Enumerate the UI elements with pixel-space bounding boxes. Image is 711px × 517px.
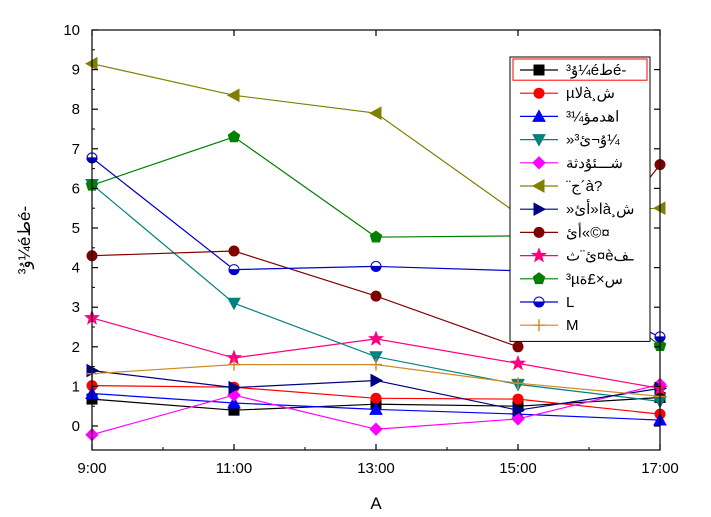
data-point (369, 351, 383, 364)
data-point (533, 319, 545, 332)
data-point (509, 355, 527, 371)
y-tick-label: 6 (72, 180, 80, 197)
y-tick-label: 7 (72, 141, 80, 158)
legend-item: »ۇ¬ئ³¼ (520, 132, 620, 149)
y-axis: 0 1 2 3 4 5 6 7 8 9 10 (63, 22, 660, 435)
data-point (369, 402, 383, 415)
legend-item: أئ«©¤ (520, 222, 610, 241)
data-point (228, 358, 240, 371)
legend-label: µلاà¸ش (566, 85, 615, 102)
data-point (228, 380, 242, 395)
data-point (512, 403, 526, 418)
data-point (370, 392, 382, 404)
legend-label: شـــئۇدثة (566, 155, 623, 172)
legend-label: أئ«©¤ (566, 222, 610, 241)
data-point (367, 330, 385, 346)
legend-label: ³µس×£ة (566, 271, 623, 288)
data-point (532, 109, 546, 122)
legend-item: M (520, 317, 579, 334)
y-tick-label: 5 (72, 220, 80, 237)
legend-item: ¨ج´à? (520, 178, 602, 195)
legend-label: ۇ³¼éطé- (566, 62, 626, 79)
data-point (531, 179, 545, 193)
legend-label: ³¼اهدمؤ (566, 108, 619, 125)
legend-item: ³¼اهدمؤ (520, 108, 619, 125)
data-point (370, 373, 384, 388)
y-tick-label: 3 (72, 299, 80, 316)
legend-label: L (566, 294, 574, 311)
y-axis-title: ۇ³¼éطé- (15, 206, 35, 274)
x-tick-label: 17:00 (641, 460, 679, 477)
y-tick-label: 1 (72, 378, 80, 395)
data-point (370, 290, 382, 302)
data-point-fill (228, 269, 240, 276)
data-point (512, 341, 524, 353)
data-point (530, 247, 548, 263)
legend-item: ئ¨ث¤èـف (520, 247, 634, 265)
data-point (511, 412, 525, 426)
data-point-fill (533, 301, 545, 308)
data-point (228, 245, 240, 257)
y-tick-label: 9 (72, 62, 80, 79)
data-point (512, 377, 524, 390)
data-point (227, 130, 241, 143)
data-point (533, 226, 545, 238)
legend-item: µلاà¸ش (520, 85, 615, 102)
y-tick-label: 4 (72, 260, 80, 277)
data-point (533, 87, 545, 99)
legend-label: ئ¨ث¤èـف (566, 248, 634, 265)
data-point (533, 64, 545, 76)
data-point (370, 358, 382, 371)
legend-item: شـــئۇدثة (520, 155, 623, 172)
data-point (226, 88, 240, 103)
legend: ۇ³¼éطé-µلاà¸ش ³¼اهدمؤ »ۇ¬ئ³¼ شـــئۇدثة ¨ج´à?… (509, 56, 651, 342)
x-tick-label: 11:00 (216, 460, 252, 477)
legend-box (509, 56, 651, 342)
x-axis: 9:00 11:00 13:00 15:00 17:00 (77, 30, 679, 477)
data-point (227, 395, 241, 409)
y-tick-label: 10 (63, 22, 80, 39)
legend-item: »ا«أئà¸ش (520, 199, 634, 218)
data-point (512, 393, 524, 405)
x-axis-title: A (370, 494, 382, 513)
y-tick-label: 2 (72, 339, 80, 356)
data-point (532, 272, 546, 285)
legend-label: ¨ج´à? (566, 178, 602, 195)
legend-item: ۇ³¼éطé- (520, 62, 626, 79)
legend-item: L (520, 294, 574, 311)
data-point (227, 297, 241, 311)
y-tick-label: 8 (72, 101, 80, 118)
legend-label: »ۇ¬ئ³¼ (566, 132, 620, 149)
legend-label: »ا«أئà¸ش (566, 199, 634, 218)
data-point (532, 156, 546, 170)
data-point (369, 230, 383, 243)
legend-label: M (566, 317, 579, 334)
legend-highlight (512, 58, 648, 81)
data-point (533, 202, 547, 217)
legend-item: ³µس×£ة (520, 271, 623, 288)
x-tick-label: 15:00 (499, 460, 537, 477)
y-tick-label: 0 (72, 418, 80, 435)
data-point (368, 106, 382, 121)
x-tick-label: 13:00 (357, 460, 395, 477)
data-point (532, 134, 546, 147)
data-point (369, 422, 383, 436)
data-point-fill (370, 265, 382, 272)
x-tick-label: 9:00 (77, 460, 106, 477)
